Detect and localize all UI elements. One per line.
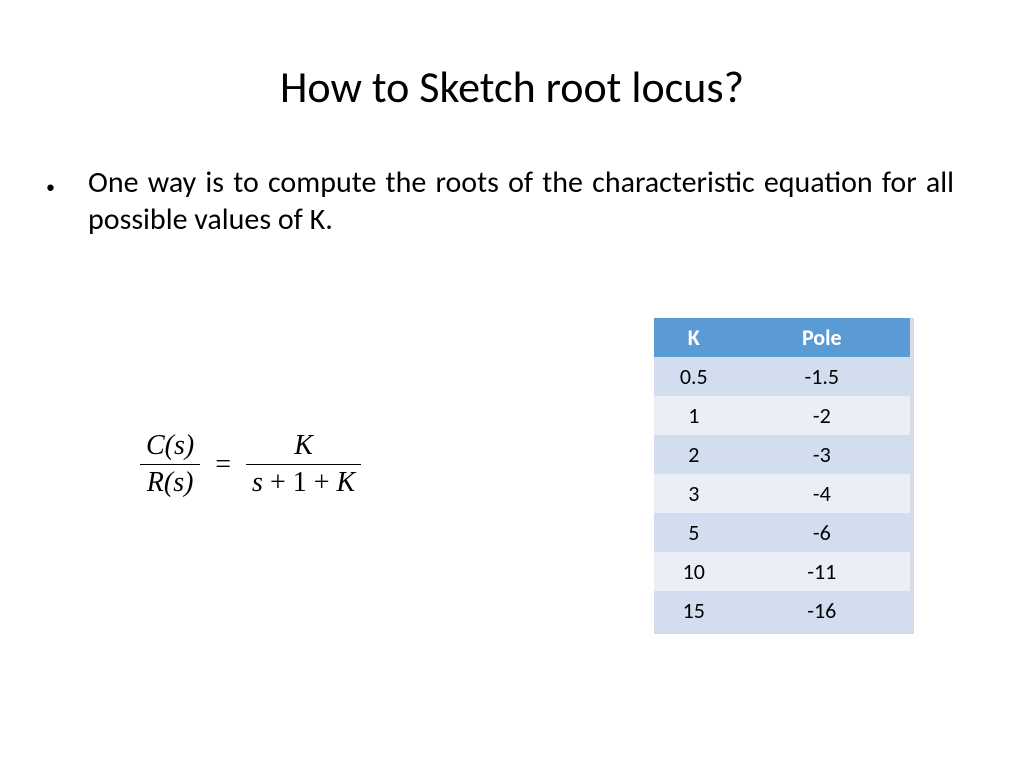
bullet-paragraph: • One way is to compute the roots of the… <box>0 144 1024 238</box>
equals-sign: = <box>207 449 239 481</box>
table-cell: -4 <box>734 474 912 513</box>
header-k: K <box>654 318 734 357</box>
rhs-den-one: 1 <box>293 467 307 498</box>
lhs-fraction: C(s) R(s) <box>140 430 200 499</box>
rhs-denominator: s + 1 + K <box>246 465 361 499</box>
pole-table: K Pole 0.5-1.51-22-33-45-610-1115-16 <box>654 318 914 634</box>
table-cell: -2 <box>734 396 912 435</box>
table-cell: -11 <box>734 552 912 591</box>
lhs-numerator: C(s) <box>140 430 200 465</box>
table-body: 0.5-1.51-22-33-45-610-1115-16 <box>654 357 912 632</box>
table-cell: -16 <box>734 591 912 632</box>
table-row: 2-3 <box>654 435 912 474</box>
rhs-den-k: K <box>337 467 356 498</box>
header-pole: Pole <box>734 318 912 357</box>
rhs-fraction: K s + 1 + K <box>246 430 361 499</box>
table-cell: 10 <box>654 552 734 591</box>
table-row: 15-16 <box>654 591 912 632</box>
header-row: K Pole <box>654 318 912 357</box>
table-cell: -6 <box>734 513 912 552</box>
table-cell: 2 <box>654 435 734 474</box>
table-cell: 15 <box>654 591 734 632</box>
table-header: K Pole <box>654 318 912 357</box>
bullet-text: One way is to compute the roots of the c… <box>70 164 954 238</box>
table-cell: 1 <box>654 396 734 435</box>
slide-title: How to Sketch root locus? <box>0 0 1024 144</box>
table-cell: -1.5 <box>734 357 912 396</box>
table-row: 5-6 <box>654 513 912 552</box>
table-cell: 0.5 <box>654 357 734 396</box>
transfer-function-formula: C(s) R(s) = K s + 1 + K <box>140 430 361 499</box>
rhs-den-s: s <box>252 467 263 498</box>
table-row: 0.5-1.5 <box>654 357 912 396</box>
table-row: 1-2 <box>654 396 912 435</box>
table-cell: 3 <box>654 474 734 513</box>
table-row: 10-11 <box>654 552 912 591</box>
table-cell: 5 <box>654 513 734 552</box>
table-cell: -3 <box>734 435 912 474</box>
lhs-denominator: R(s) <box>140 465 200 499</box>
rhs-numerator: K <box>246 430 361 465</box>
bullet-marker: • <box>46 176 55 198</box>
table-row: 3-4 <box>654 474 912 513</box>
